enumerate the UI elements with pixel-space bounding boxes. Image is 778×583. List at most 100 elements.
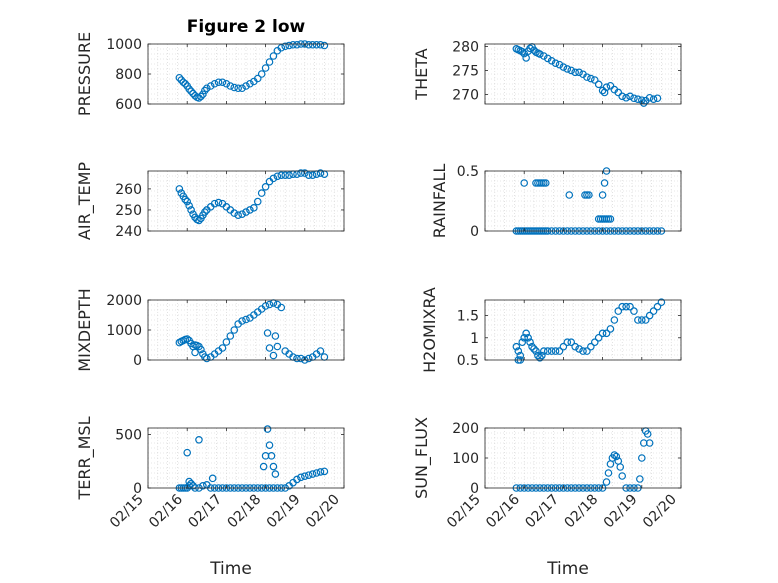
- y-tick-label: 1.5: [457, 309, 479, 325]
- data-point: [520, 49, 529, 58]
- data-point: [649, 307, 658, 315]
- data-point: [534, 351, 542, 360]
- data-point: [587, 342, 595, 351]
- data-point: [555, 60, 564, 69]
- data-point: [265, 58, 274, 66]
- axes-box: [147, 170, 345, 232]
- y-axis-label: SUN_FLUX: [412, 417, 432, 499]
- data-point: [514, 347, 523, 355]
- data-point: [571, 68, 579, 77]
- data-point: [626, 302, 634, 311]
- data-point: [253, 74, 262, 83]
- y-tick-label: 600: [115, 97, 142, 113]
- data-point: [226, 82, 235, 90]
- data-point: [242, 315, 250, 324]
- data-point: [539, 347, 548, 355]
- data-point: [312, 40, 321, 49]
- data-point: [261, 64, 270, 72]
- data-point: [626, 92, 634, 101]
- data-point: [579, 347, 587, 355]
- data-point: [559, 342, 568, 351]
- data-point: [536, 353, 544, 362]
- y-tick-label: 200: [452, 421, 479, 437]
- axes-box: [484, 43, 682, 105]
- data-point: [273, 342, 282, 351]
- subplot-4: 0 0.5 RAINFALL: [430, 164, 682, 240]
- data-point: [536, 50, 544, 58]
- y-tick-label: 0.5: [457, 353, 479, 369]
- subplot-7: 02/15 02/16 02/17 02/18 02/19 02/200500TERR_M…: [75, 416, 345, 579]
- data-point: [218, 344, 227, 352]
- data-point: [590, 76, 599, 84]
- data-point: [636, 475, 644, 483]
- data-point: [304, 40, 313, 49]
- subplot-1: 600 800 1000 PRESSURE Figure 2 low: [75, 17, 345, 116]
- data-point: [230, 326, 239, 334]
- data-point: [551, 59, 560, 68]
- data-point: [230, 83, 239, 92]
- data-point: [195, 216, 203, 225]
- subplot-2: 270 275 280 THETA: [412, 39, 682, 107]
- data-point: [271, 332, 280, 340]
- grid-lines: [484, 170, 682, 232]
- data-point: [610, 451, 619, 459]
- y-axis-label: RAINFALL: [430, 164, 449, 239]
- data-point: [522, 329, 530, 338]
- data-point: [277, 303, 286, 312]
- data-point: [195, 435, 203, 444]
- data-point: [547, 56, 556, 65]
- data-point: [210, 199, 219, 208]
- data-point: [265, 441, 274, 449]
- data-point: [218, 78, 227, 87]
- data-point: [530, 345, 538, 353]
- data-point: [602, 329, 611, 338]
- data-point: [197, 92, 205, 101]
- y-axis-label: MIXDEPTH: [75, 288, 94, 371]
- data-point: [183, 335, 192, 343]
- data-point: [604, 469, 613, 477]
- data-point: [269, 462, 278, 471]
- data-point: [265, 344, 274, 352]
- data-point: [528, 342, 536, 351]
- series-markers: [175, 169, 329, 225]
- data-point: [618, 302, 627, 311]
- grid-lines: [147, 427, 345, 489]
- data-point: [567, 338, 576, 347]
- x-axis-label: Time: [209, 559, 252, 579]
- y-tick-label: 260: [115, 182, 142, 198]
- data-point: [634, 316, 642, 324]
- grid-lines: [484, 427, 682, 489]
- data-point: [242, 82, 250, 90]
- data-point: [565, 191, 574, 199]
- data-point: [616, 463, 625, 471]
- data-point: [524, 333, 532, 342]
- y-tick-label: 280: [452, 39, 479, 55]
- data-point: [257, 70, 266, 78]
- data-point: [618, 472, 627, 480]
- data-point: [191, 348, 199, 357]
- data-point: [304, 171, 313, 180]
- data-point: [585, 191, 593, 199]
- grid-lines: [147, 170, 345, 232]
- data-point: [263, 329, 272, 337]
- y-tick-label: 2000: [106, 293, 142, 309]
- data-point: [602, 83, 611, 92]
- data-point: [520, 333, 529, 342]
- data-point: [181, 79, 190, 88]
- data-point: [606, 325, 615, 333]
- data-point: [606, 215, 615, 223]
- axes-box: [147, 427, 345, 489]
- data-point: [273, 172, 282, 181]
- data-point: [281, 42, 290, 51]
- data-point: [618, 92, 627, 101]
- data-point: [641, 316, 650, 324]
- data-point: [246, 206, 254, 214]
- data-point: [293, 40, 301, 49]
- data-point: [653, 302, 662, 311]
- data-point: [522, 54, 530, 62]
- data-point: [238, 84, 246, 93]
- data-point: [571, 342, 579, 351]
- data-point: [622, 93, 630, 102]
- data-point: [583, 73, 591, 81]
- data-point: [187, 479, 195, 488]
